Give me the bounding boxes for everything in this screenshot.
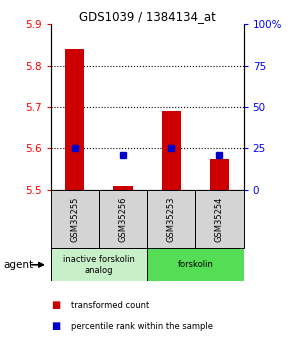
Bar xyxy=(195,190,244,248)
Bar xyxy=(99,190,147,248)
Bar xyxy=(113,186,133,190)
Bar xyxy=(147,190,195,248)
Text: GSM35254: GSM35254 xyxy=(215,196,224,242)
Text: GSM35253: GSM35253 xyxy=(167,196,176,242)
Bar xyxy=(51,190,99,248)
Text: inactive forskolin
analog: inactive forskolin analog xyxy=(63,255,135,275)
Text: transformed count: transformed count xyxy=(71,301,149,310)
Bar xyxy=(65,49,84,190)
Bar xyxy=(51,248,147,281)
Bar xyxy=(210,159,229,190)
Bar xyxy=(147,248,244,281)
Text: percentile rank within the sample: percentile rank within the sample xyxy=(71,322,213,331)
Text: GSM35255: GSM35255 xyxy=(70,196,79,242)
Bar xyxy=(162,111,181,190)
Text: ■: ■ xyxy=(51,321,60,331)
Text: agent: agent xyxy=(3,260,33,270)
Title: GDS1039 / 1384134_at: GDS1039 / 1384134_at xyxy=(79,10,215,23)
Text: forskolin: forskolin xyxy=(177,260,213,269)
Text: GSM35256: GSM35256 xyxy=(119,196,128,242)
Text: ■: ■ xyxy=(51,300,60,310)
